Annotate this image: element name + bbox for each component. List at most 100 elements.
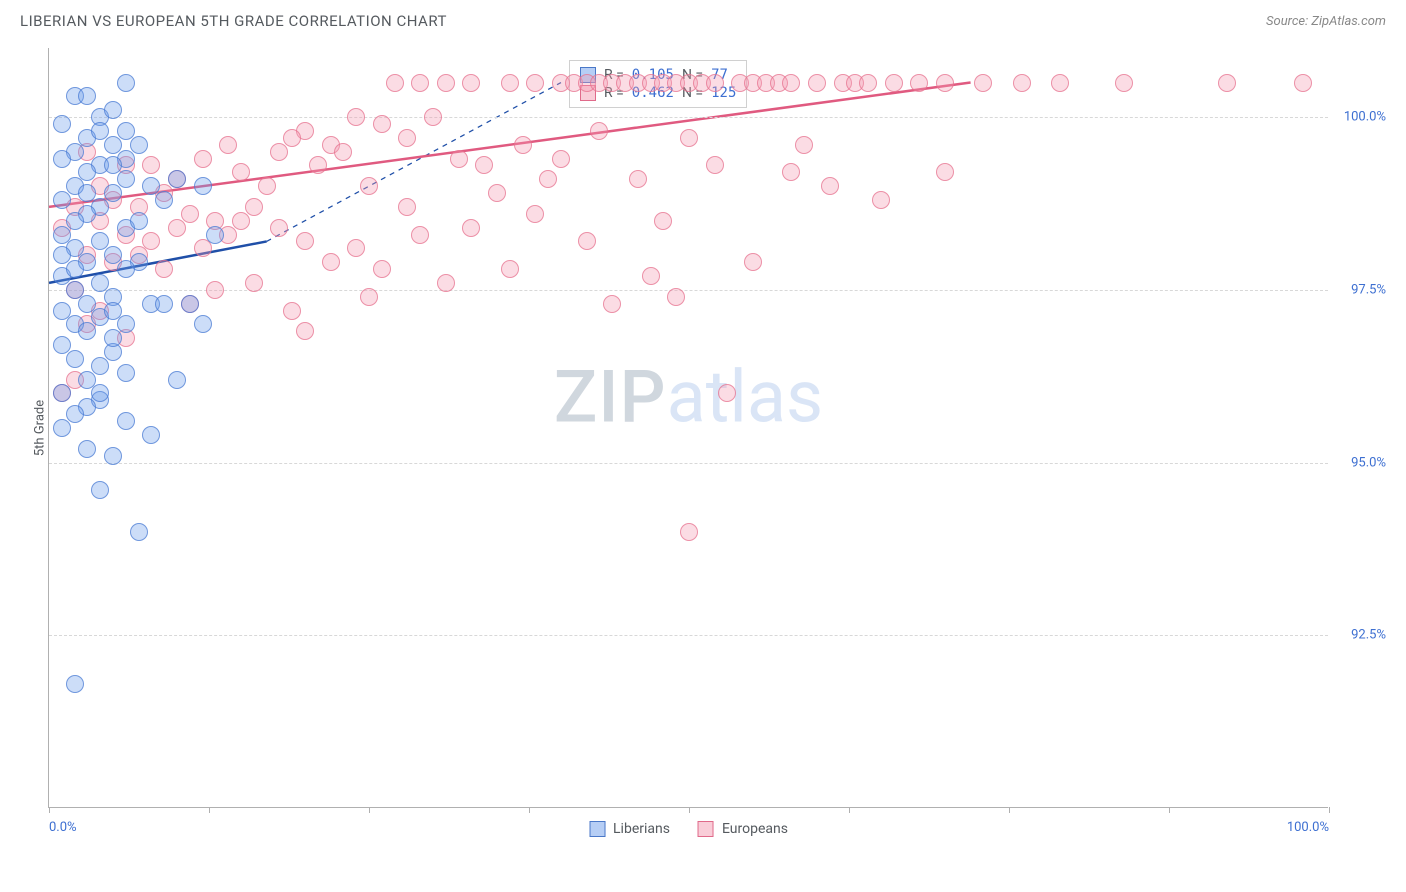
marker-european [1051, 74, 1069, 92]
marker-european [552, 150, 570, 168]
marker-european [155, 260, 173, 278]
marker-european [347, 239, 365, 257]
marker-european [872, 191, 890, 209]
marker-european [808, 74, 826, 92]
marker-european [974, 74, 992, 92]
marker-european [411, 226, 429, 244]
marker-liberian [66, 260, 84, 278]
marker-european [398, 129, 416, 147]
marker-liberian [117, 260, 135, 278]
x-tick [1329, 807, 1330, 813]
marker-liberian [66, 212, 84, 230]
marker-european [142, 232, 160, 250]
marker-european [706, 156, 724, 174]
marker-liberian [78, 440, 96, 458]
marker-european [270, 219, 288, 237]
y-tick-label: 97.5% [1351, 282, 1386, 297]
marker-liberian [130, 212, 148, 230]
x-tick [1169, 807, 1170, 813]
marker-european [654, 212, 672, 230]
marker-european [411, 74, 429, 92]
marker-european [782, 74, 800, 92]
marker-european [245, 274, 263, 292]
marker-european [578, 232, 596, 250]
marker-european [629, 170, 647, 188]
marker-european [475, 156, 493, 174]
marker-european [450, 150, 468, 168]
marker-european [270, 143, 288, 161]
marker-european [821, 177, 839, 195]
x-tick [529, 807, 530, 813]
bottom-legend: Liberians Europeans [589, 821, 788, 837]
marker-european [680, 523, 698, 541]
swatch-blue-icon [589, 821, 605, 837]
marker-liberian [168, 170, 186, 188]
chart-header: LIBERIAN VS EUROPEAN 5TH GRADE CORRELATI… [0, 0, 1406, 38]
marker-liberian [117, 74, 135, 92]
marker-liberian [91, 384, 109, 402]
marker-european [795, 136, 813, 154]
marker-european [309, 156, 327, 174]
marker-liberian [91, 122, 109, 140]
marker-european [1218, 74, 1236, 92]
y-tick-label: 100.0% [1344, 110, 1386, 125]
plot-area: ZIPatlas R = 0.105 N = 77 R = 0.462 N = … [48, 48, 1328, 808]
marker-european [706, 74, 724, 92]
marker-european [245, 198, 263, 216]
swatch-pink-icon [698, 821, 714, 837]
x-tick [49, 807, 50, 813]
marker-liberian [117, 364, 135, 382]
marker-european [168, 219, 186, 237]
marker-liberian [104, 184, 122, 202]
marker-liberian [91, 357, 109, 375]
marker-liberian [194, 315, 212, 333]
marker-liberian [66, 350, 84, 368]
marker-liberian [53, 419, 71, 437]
marker-liberian [53, 150, 71, 168]
marker-european [885, 74, 903, 92]
marker-european [283, 129, 301, 147]
marker-european [296, 232, 314, 250]
marker-european [603, 295, 621, 313]
marker-liberian [66, 675, 84, 693]
marker-liberian [117, 412, 135, 430]
watermark-atlas: atlas [667, 355, 824, 440]
gridline-h [49, 463, 1328, 464]
gridline-h [49, 117, 1328, 118]
marker-liberian [66, 405, 84, 423]
marker-european [437, 274, 455, 292]
x-tick [689, 807, 690, 813]
marker-european [526, 74, 544, 92]
marker-liberian [206, 226, 224, 244]
legend-label: Liberians [613, 821, 670, 837]
gridline-h [49, 290, 1328, 291]
marker-liberian [78, 87, 96, 105]
marker-european [194, 150, 212, 168]
marker-european [373, 115, 391, 133]
marker-liberian [53, 115, 71, 133]
x-tick [209, 807, 210, 813]
marker-liberian [104, 156, 122, 174]
marker-liberian [53, 384, 71, 402]
marker-european [398, 198, 416, 216]
marker-european [718, 384, 736, 402]
marker-european [360, 177, 378, 195]
legend-item-europeans: Europeans [698, 821, 788, 837]
y-axis-title: 5th Grade [33, 400, 48, 456]
watermark-zip: ZIP [554, 355, 667, 440]
marker-european [232, 163, 250, 181]
marker-european [462, 74, 480, 92]
marker-european [526, 205, 544, 223]
marker-liberian [155, 295, 173, 313]
marker-european [501, 74, 519, 92]
marker-liberian [78, 322, 96, 340]
marker-european [1115, 74, 1133, 92]
marker-european [501, 260, 519, 278]
x-min-label: 0.0% [49, 820, 77, 835]
x-max-label: 100.0% [1287, 820, 1329, 835]
legend-item-liberians: Liberians [589, 821, 670, 837]
marker-european [258, 177, 276, 195]
marker-european [296, 322, 314, 340]
x-tick [1009, 807, 1010, 813]
marker-liberian [104, 329, 122, 347]
